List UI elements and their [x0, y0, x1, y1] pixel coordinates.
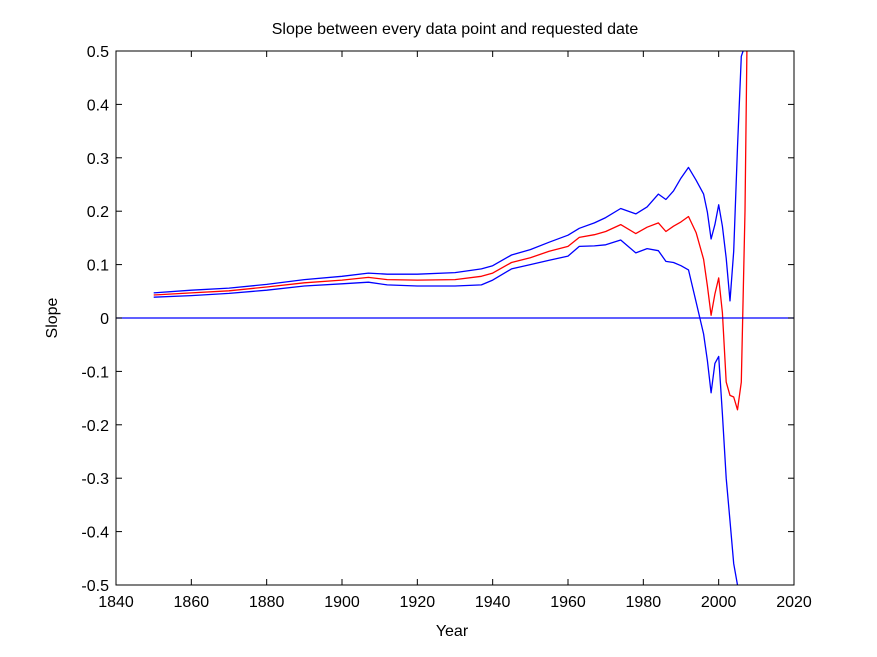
x-tick-label: 1860: [174, 594, 210, 611]
y-tick-label: -0.1: [81, 364, 109, 381]
x-tick-label: 1880: [249, 594, 285, 611]
x-tick-label: 1960: [550, 594, 586, 611]
y-tick-label: -0.3: [81, 471, 109, 488]
series-layer: [153, 51, 748, 585]
tick-layer: 1840 1860 1880 1900 1920 1940 1960 1980 2000 2020…: [81, 44, 811, 611]
y-tick-label: 0: [100, 311, 109, 328]
chart-title: Slope between every data point and reque…: [272, 21, 639, 38]
x-tick-label: 1840: [98, 594, 134, 611]
series-line-1: [153, 51, 744, 302]
y-tick-label: 0.4: [87, 97, 109, 114]
x-tick-label: 2020: [776, 594, 812, 611]
series-line-3: [153, 239, 739, 585]
y-axis-title: Slope: [44, 297, 61, 338]
y-tick-label: -0.5: [81, 578, 109, 595]
y-tick-label: 0.2: [87, 204, 109, 221]
y-tick-label: -0.4: [81, 525, 109, 542]
y-tick-label: 0.3: [87, 151, 109, 168]
series-line-2: [153, 51, 748, 411]
x-tick-label: 1980: [626, 594, 662, 611]
y-tick-label: 0.1: [87, 258, 109, 275]
y-tick-label: 0.5: [87, 44, 109, 61]
x-tick-label: 1920: [400, 594, 436, 611]
x-tick-label: 2000: [701, 594, 737, 611]
y-tick-label: -0.2: [81, 418, 109, 435]
x-tick-label: 1900: [324, 594, 360, 611]
x-axis-title: Year: [436, 623, 469, 640]
x-tick-label: 1940: [475, 594, 511, 611]
